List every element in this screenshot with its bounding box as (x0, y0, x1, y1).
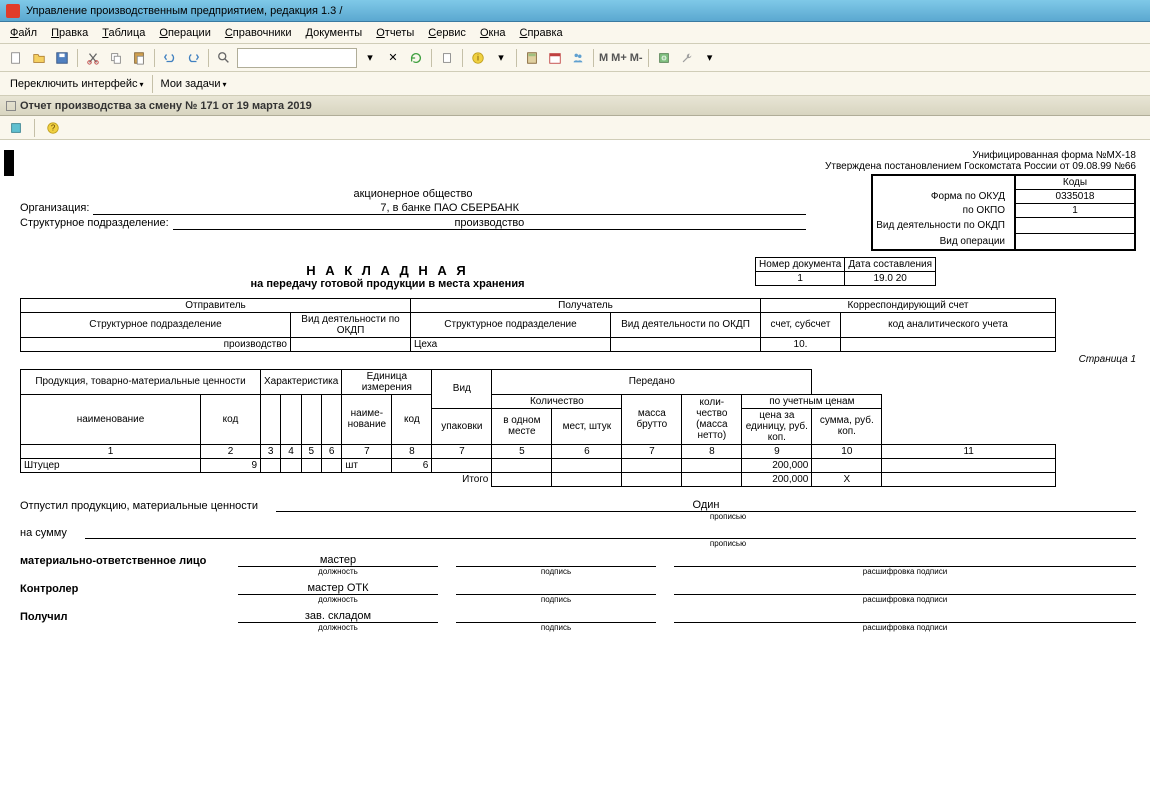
settings-icon[interactable]: ⚙ (654, 48, 674, 68)
doc-title: Н А К Л А Д Н А Я (20, 263, 755, 278)
okdp-value (1015, 218, 1135, 234)
form-approved: Утверждена постановлением Госкомстата Ро… (806, 161, 1136, 172)
date-label: Дата составления (845, 257, 936, 271)
company-type: акционерное общество (20, 188, 806, 200)
page-number: Страница 1 (20, 354, 1136, 365)
memory-m-icon[interactable]: M (599, 48, 608, 68)
received-label: Получил (20, 611, 220, 623)
menu-service[interactable]: Сервис (428, 27, 466, 39)
subdiv-label: Структурное подразделение: (20, 217, 169, 229)
refresh-icon[interactable] (406, 48, 426, 68)
date-value: 19.0 20 (845, 271, 936, 285)
svg-text:⚙: ⚙ (660, 54, 666, 62)
org-value: 7, в банке ПАО СБЕРБАНК (93, 202, 806, 215)
clone-icon[interactable] (437, 48, 457, 68)
app-icon (6, 4, 20, 18)
sum-label: на сумму (20, 527, 67, 539)
menu-docs[interactable]: Документы (306, 27, 363, 39)
help-icon[interactable]: ? (43, 118, 63, 138)
wrench-dropdown-icon[interactable]: ▾ (700, 48, 720, 68)
document-tab-icon (6, 101, 16, 111)
subdiv-value: производство (173, 217, 806, 230)
svg-text:?: ? (51, 123, 56, 132)
document-toolbar: ? (0, 116, 1150, 140)
data-table: Продукция, товарно-материальные ценности… (20, 369, 1056, 487)
form-unified: Унифицированная форма №МХ-18 (806, 150, 1136, 161)
doc-subtitle: на передачу готовой продукции в места хр… (20, 278, 755, 290)
ruler-marker (4, 150, 14, 176)
okpo-label: по ОКПО (872, 204, 1008, 218)
released-label: Отпустил продукцию, материальные ценност… (20, 500, 258, 512)
copy-icon[interactable] (106, 48, 126, 68)
menu-refs[interactable]: Справочники (225, 27, 292, 39)
docnum-label: Номер документа (756, 257, 845, 271)
menu-file[interactable]: Файл (10, 27, 37, 39)
codes-header: Коды (1015, 175, 1135, 190)
open-icon[interactable] (29, 48, 49, 68)
calendar-icon[interactable] (545, 48, 565, 68)
menu-table[interactable]: Таблица (102, 27, 145, 39)
svg-text:i: i (477, 53, 479, 62)
info-icon[interactable]: i (468, 48, 488, 68)
released-value: Один (276, 499, 1136, 512)
okud-value: 0335018 (1015, 190, 1135, 204)
okpo-value: 1 (1015, 204, 1135, 218)
calc-icon[interactable] (522, 48, 542, 68)
controller-label: Контролер (20, 583, 220, 595)
new-icon[interactable] (6, 48, 26, 68)
memory-mplus-icon[interactable]: M+ (611, 48, 627, 68)
my-tasks-button[interactable]: Мои задачи▾ (161, 78, 227, 90)
mol-label: материально-ответственное лицо (20, 555, 220, 567)
main-toolbar: ▾ ✕ i ▾ M M+ M- ⚙ ▾ (0, 44, 1150, 72)
menubar: Файл Правка Таблица Операции Справочники… (0, 22, 1150, 44)
cut-icon[interactable] (83, 48, 103, 68)
menu-windows[interactable]: Окна (480, 27, 506, 39)
wrench-icon[interactable] (677, 48, 697, 68)
document-area: акционерное общество Организация: 7, в б… (0, 140, 1150, 788)
secondary-toolbar: Переключить интерфейс▾ Мои задачи▾ (0, 72, 1150, 96)
document-tab-title: Отчет производства за смену № 171 от 19 … (20, 100, 312, 112)
search-input[interactable] (237, 48, 357, 68)
operation-value (1015, 234, 1135, 250)
docnum-value: 1 (756, 271, 845, 285)
titlebar: Управление производственным предприятием… (0, 0, 1150, 22)
redo-icon[interactable] (183, 48, 203, 68)
clear-search-icon[interactable]: ✕ (383, 48, 403, 68)
search-icon[interactable] (214, 48, 234, 68)
paste-icon[interactable] (129, 48, 149, 68)
undo-icon[interactable] (160, 48, 180, 68)
save-icon[interactable] (52, 48, 72, 68)
table-row: Штуцер 9 шт 6 200,000 (21, 458, 1056, 472)
operation-label: Вид операции (872, 234, 1008, 250)
parties-table: Отправитель Получатель Корреспондирующий… (20, 298, 1056, 352)
info-dropdown-icon[interactable]: ▾ (491, 48, 511, 68)
menu-operations[interactable]: Операции (159, 27, 210, 39)
search-dropdown-icon[interactable]: ▾ (360, 48, 380, 68)
menu-reports[interactable]: Отчеты (376, 27, 414, 39)
document-tab[interactable]: Отчет производства за смену № 171 от 19 … (0, 96, 1150, 116)
memory-mminus-icon[interactable]: M- (630, 48, 643, 68)
menu-help[interactable]: Справка (520, 27, 563, 39)
switch-interface-button[interactable]: Переключить интерфейс▾ (10, 78, 144, 90)
window-title: Управление производственным предприятием… (26, 5, 342, 17)
people-icon[interactable] (568, 48, 588, 68)
menu-edit[interactable]: Правка (51, 27, 88, 39)
org-label: Организация: (20, 202, 89, 214)
okud-label: Форма по ОКУД (872, 190, 1008, 204)
print-preview-icon[interactable] (6, 118, 26, 138)
okdp-label: Вид деятельности по ОКДП (872, 218, 1008, 234)
